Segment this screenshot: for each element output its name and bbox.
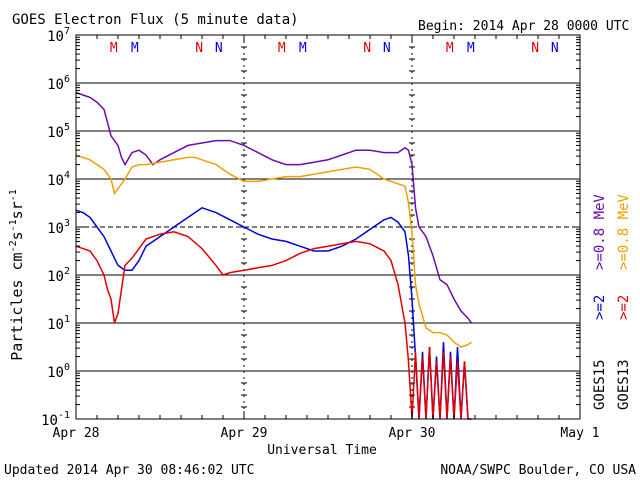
- local-time-marker: M: [467, 41, 475, 56]
- updated-timestamp: Updated 2014 Apr 30 08:46:02 UTC: [4, 463, 254, 478]
- grid: [76, 82, 580, 372]
- legend-goes13-lo: >=0.8 MeV: [616, 194, 632, 270]
- y-label-part-1: Particles cm: [8, 252, 26, 360]
- y-tick-label: 107: [47, 26, 70, 45]
- y-axis-label: Particles cm-2s-1sr-1: [8, 189, 26, 361]
- x-axis-label: Universal Time: [267, 443, 377, 458]
- y-label-part-3: sr: [8, 201, 26, 219]
- local-time-marker: M: [299, 41, 307, 56]
- y-tick-label: 106: [47, 74, 70, 93]
- series-line: [75, 91, 473, 324]
- local-time-marker: N: [383, 41, 391, 56]
- y-label-exp-1: -2: [8, 240, 19, 252]
- legend-goes15-label: GOES15: [592, 359, 608, 410]
- local-time-marker: N: [531, 41, 539, 56]
- begin-time-label: Begin: 2014 Apr 28 0000 UTC: [418, 19, 629, 34]
- y-tick-label: 10-1: [41, 410, 70, 429]
- local-time-marker: M: [446, 41, 454, 56]
- y-axis-ticks: 10-1 100 101 102 103 104 105 106 107: [41, 26, 580, 429]
- y-tick-label: 104: [47, 170, 70, 189]
- y-tick-label: 101: [47, 314, 70, 333]
- source-credit: NOAA/SWPC Boulder, CO USA: [440, 463, 636, 478]
- local-time-marker: M: [110, 41, 118, 56]
- series-line: [75, 231, 469, 420]
- x-tick-label: Apr 30: [389, 426, 436, 441]
- legend-goes13-hi: >=2: [616, 295, 632, 320]
- x-axis-ticks: Apr 28 Apr 29 Apr 30 May 1: [53, 35, 600, 441]
- legend-goes15-hi: >=2: [592, 295, 608, 320]
- y-label-exp-2: -1: [8, 219, 19, 231]
- y-tick-label: 103: [47, 218, 70, 237]
- series-layer: [75, 91, 473, 420]
- x-tick-label: Apr 29: [221, 426, 268, 441]
- y-tick-label: 102: [47, 266, 70, 285]
- y-tick-label: 105: [47, 122, 70, 141]
- x-tick-label: May 1: [560, 426, 599, 441]
- chart-title: GOES Electron Flux (5 minute data): [12, 12, 299, 28]
- legend: GOES15 >=2 >=0.8 MeV GOES13 >=2 >=0.8 Me…: [592, 194, 632, 410]
- local-time-marker: N: [215, 41, 223, 56]
- local-time-marker: N: [551, 41, 559, 56]
- y-label-exp-3: -1: [8, 189, 19, 201]
- legend-goes13-label: GOES13: [616, 359, 632, 410]
- x-tick-label: Apr 28: [53, 426, 100, 441]
- local-time-marker: M: [131, 41, 139, 56]
- y-label-part-2: s: [8, 231, 26, 240]
- local-time-marker: M: [278, 41, 286, 56]
- series-line: [75, 154, 472, 348]
- local-time-marker: N: [195, 41, 203, 56]
- legend-goes15-lo: >=0.8 MeV: [592, 194, 608, 270]
- y-tick-label: 100: [47, 362, 70, 381]
- local-time-marker: N: [363, 41, 371, 56]
